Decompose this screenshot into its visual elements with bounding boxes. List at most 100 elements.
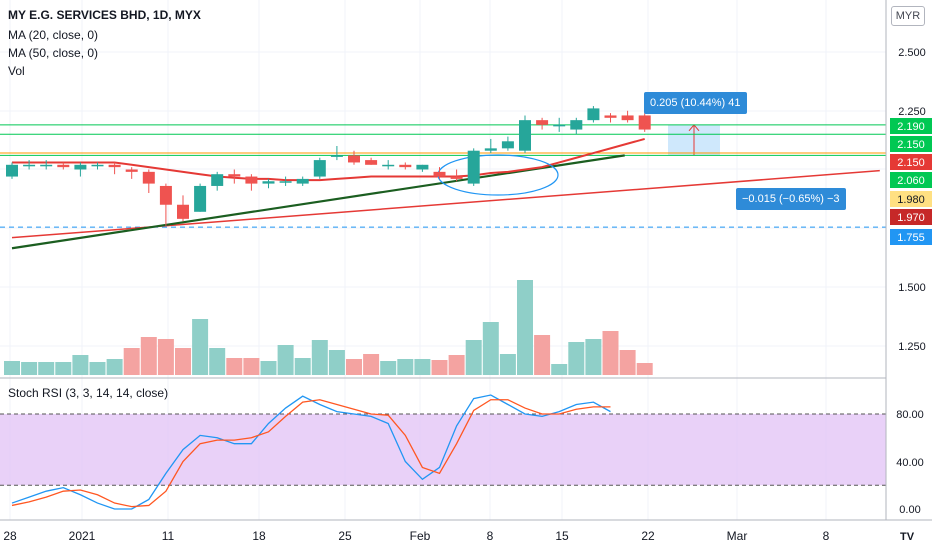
candle-body bbox=[536, 120, 549, 125]
volume-bar bbox=[431, 360, 448, 375]
rsi-title: Stoch RSI (3, 3, 14, 14, close) bbox=[8, 386, 169, 400]
candle-body bbox=[382, 164, 395, 167]
price-tag: 2.150 bbox=[890, 154, 932, 170]
tradingview-logo-icon: TV bbox=[899, 531, 915, 543]
volume-bar bbox=[636, 363, 653, 375]
time-tick-label: 22 bbox=[641, 529, 655, 543]
price-tag-label: 1.755 bbox=[897, 232, 925, 244]
volume-bar bbox=[328, 350, 345, 375]
rsi-band bbox=[0, 413, 886, 486]
volume-bars bbox=[4, 280, 653, 375]
candles bbox=[6, 106, 651, 226]
candle-body bbox=[245, 176, 258, 184]
rsi-tick-label: 40.00 bbox=[896, 457, 924, 469]
candle-body bbox=[348, 155, 360, 163]
price-tick-label: 1.250 bbox=[898, 341, 926, 353]
candle-body bbox=[125, 169, 138, 172]
volume-bar bbox=[4, 361, 20, 375]
measure-down-callout: −0.015 (−0.65%) −3 bbox=[736, 188, 846, 210]
legend-ma50: MA (50, close, 0) bbox=[8, 46, 99, 60]
volume-bar bbox=[602, 331, 619, 375]
price-tag-label: 2.060 bbox=[897, 175, 925, 187]
volume-bar bbox=[89, 362, 106, 375]
candle-body bbox=[330, 155, 343, 157]
price-tag-bg bbox=[890, 172, 932, 188]
volume-bar bbox=[294, 358, 311, 375]
volume-bar bbox=[414, 359, 431, 375]
price-tag-label: 2.190 bbox=[897, 121, 925, 133]
volume-bar bbox=[397, 359, 414, 375]
volume-bar bbox=[55, 362, 72, 375]
volume-bar bbox=[363, 354, 380, 375]
volume-bar bbox=[619, 350, 636, 375]
candle-body bbox=[365, 160, 378, 165]
candle-body bbox=[638, 115, 651, 130]
volume-bar bbox=[551, 364, 568, 375]
candle-body bbox=[604, 115, 617, 118]
candle-body bbox=[484, 148, 497, 151]
ma50-line bbox=[11, 154, 625, 250]
volume-bar bbox=[568, 342, 585, 375]
candle-body bbox=[57, 164, 70, 168]
time-tick-label: 8 bbox=[487, 529, 494, 543]
price-tag-bg bbox=[890, 118, 932, 134]
volume-bar bbox=[192, 319, 209, 375]
candle-body bbox=[313, 160, 326, 177]
candle-body bbox=[399, 164, 412, 168]
price-tick-label: 1.500 bbox=[898, 282, 926, 294]
candle-body bbox=[91, 164, 104, 167]
volume-bar bbox=[72, 355, 89, 375]
candle-body bbox=[467, 150, 480, 184]
currency-button[interactable]: MYR bbox=[891, 6, 925, 26]
candle-body bbox=[433, 171, 446, 177]
price-tag: 1.980 bbox=[890, 191, 932, 207]
candle-body bbox=[142, 171, 155, 184]
candle-body bbox=[416, 164, 429, 170]
candle-body bbox=[553, 124, 566, 127]
legend-vol: Vol bbox=[8, 64, 25, 78]
price-tag-bg bbox=[890, 209, 932, 225]
candle-body bbox=[587, 108, 600, 121]
time-tick-label: 8 bbox=[823, 529, 830, 543]
candle-body bbox=[279, 181, 292, 183]
price-tag-label: 2.150 bbox=[897, 139, 925, 151]
candle-body bbox=[74, 164, 87, 170]
time-tick-label: 18 bbox=[252, 529, 266, 543]
volume-bar bbox=[226, 358, 243, 375]
candle-body bbox=[211, 174, 224, 186]
rsi-d-line bbox=[11, 399, 611, 508]
candle-body bbox=[501, 141, 514, 149]
candle-body bbox=[450, 176, 463, 179]
candle-body bbox=[262, 181, 275, 184]
time-tick-label: 2021 bbox=[69, 529, 96, 543]
price-tag: 2.060 bbox=[890, 172, 932, 188]
volume-bar bbox=[175, 348, 191, 375]
candle-body bbox=[621, 115, 634, 121]
price-tag: 1.755 bbox=[890, 229, 932, 245]
time-tick-label: 11 bbox=[162, 529, 175, 543]
volume-bar bbox=[38, 362, 55, 375]
price-tag: 2.190 bbox=[890, 118, 932, 134]
candle-body bbox=[23, 164, 36, 167]
lines bbox=[0, 124, 886, 250]
price-tag-bg bbox=[890, 154, 932, 170]
volume-bar bbox=[157, 339, 174, 375]
candle-body bbox=[228, 174, 241, 177]
volume-bar bbox=[534, 335, 551, 375]
candle-body bbox=[177, 204, 189, 219]
volume-bar bbox=[243, 358, 260, 375]
volume-bar bbox=[482, 322, 499, 375]
price-tag-bg bbox=[890, 229, 932, 245]
volume-bar bbox=[209, 348, 226, 375]
volume-bar bbox=[140, 337, 157, 375]
volume-bar bbox=[311, 340, 328, 375]
time-tick-label: 15 bbox=[555, 529, 569, 543]
volume-bar bbox=[21, 362, 38, 375]
volume-bar bbox=[585, 339, 602, 375]
legend-ma20: MA (20, close, 0) bbox=[8, 28, 99, 42]
volume-bar bbox=[499, 354, 516, 375]
rsi-band-fill bbox=[0, 414, 886, 486]
price-tag-bg bbox=[890, 136, 932, 152]
